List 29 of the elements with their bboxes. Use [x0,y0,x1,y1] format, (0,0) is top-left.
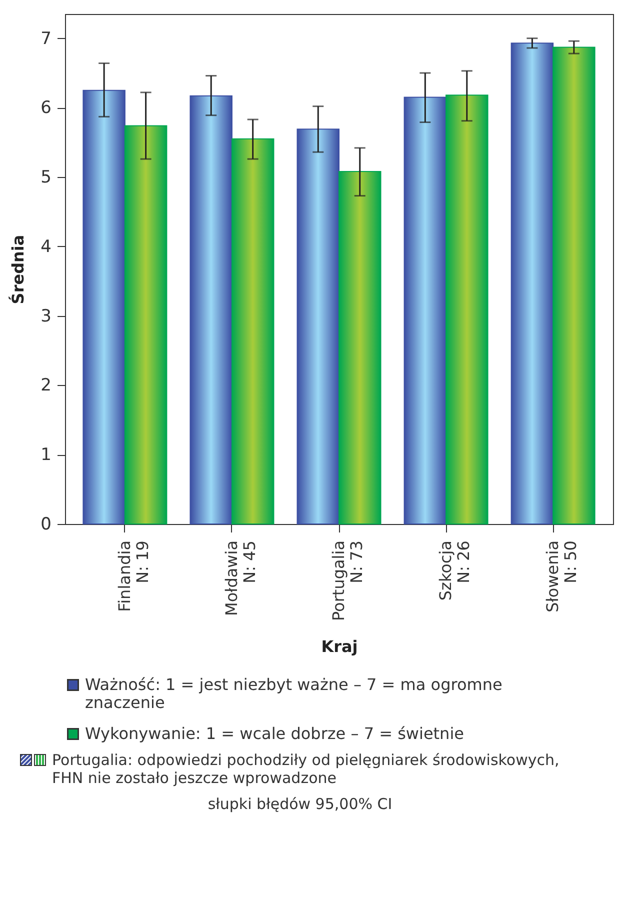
bar [82,90,126,524]
y-tick-label: 6 [40,98,52,118]
bar [446,94,488,524]
y-tick-label: 0 [40,514,52,534]
x-tick-label: Finlandia N: 19 [114,540,152,612]
y-tick-label: 2 [40,376,52,396]
bar [552,46,596,524]
y-tick-label: 3 [40,306,52,326]
x-tick-label: Mołdawia N: 45 [222,540,259,616]
bar [124,125,168,524]
bar [190,95,232,524]
y-tick-label: 5 [40,168,52,188]
x-tick-label: Portugalia N: 73 [329,540,366,622]
bar [338,171,382,524]
text: Portugalia: odpowiedzi pochodziły od pielęgniarek środowiskowych, FHN nie zostało jeszcze wprowadzone [52,751,560,787]
y-axis-title: Średnia [8,234,28,304]
y-tick-label: 4 [40,236,52,257]
x-tick-label: Słowenia N: 50 [543,540,580,612]
x-axis-title: Kraj [321,637,358,656]
y-tick-label: 7 [40,28,52,49]
bar [404,96,447,524]
text: słupki błędów 95,00% CI [206,795,394,813]
legend-label: Wykonywanie: 1 = wcale dobrze – 7 = świetnie [85,724,464,743]
bar [231,138,274,524]
legend-label: Ważność: 1 = jest niezbyt ważne – 7 = ma ogromne znaczenie [85,675,502,712]
y-tick-label: 1 [40,445,52,466]
x-tick-label: Szkocja N: 26 [436,540,474,601]
bar [296,128,340,524]
bar [510,42,554,524]
